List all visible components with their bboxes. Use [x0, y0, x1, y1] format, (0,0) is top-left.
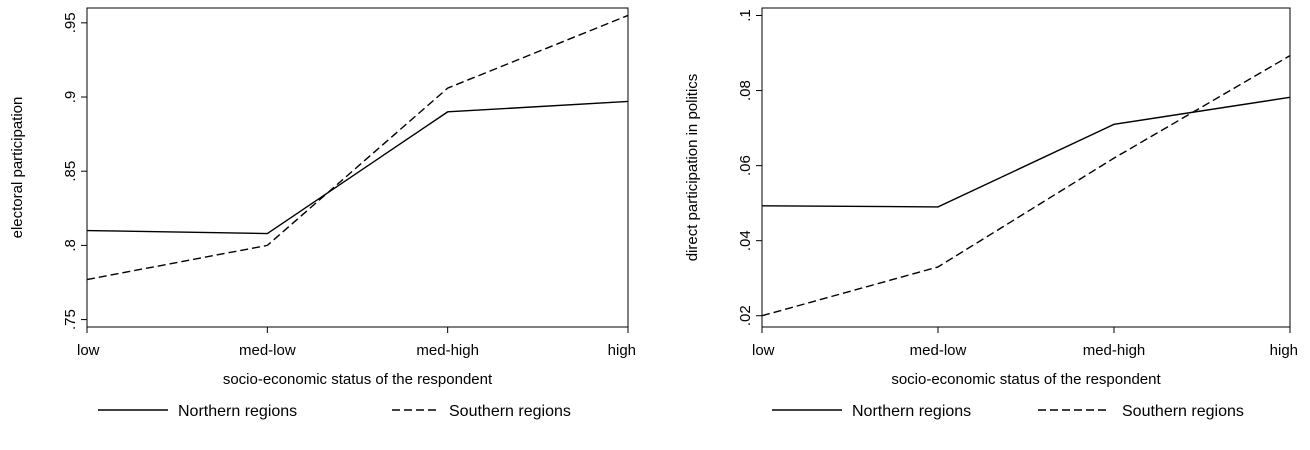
y-tick-label: .08: [737, 80, 754, 101]
x-tick-label: high: [1270, 342, 1298, 359]
y-tick-label: .1: [737, 9, 754, 22]
y-tick-label: .02: [737, 305, 754, 326]
legend-label-northern-regions: Northern regions: [852, 403, 971, 420]
y-tick-label: .9: [62, 91, 79, 104]
x-tick-label: med-high: [1083, 342, 1146, 359]
y-tick-label: .85: [62, 161, 79, 182]
series-line-northern-regions: [761, 96, 1291, 208]
y-axis-title: direct participation in politics: [684, 74, 701, 262]
x-tick-label: med-low: [239, 342, 296, 359]
legend-label-southern-regions: Southern regions: [449, 403, 571, 420]
x-tick-label: med-high: [416, 342, 479, 359]
legend: Northern regions Southern regions: [98, 403, 571, 420]
y-tick-label: .75: [62, 309, 79, 330]
x-tick-label: low: [77, 342, 100, 359]
y-axis-title: electoral participation: [9, 97, 26, 239]
plot-frame: [86, 7, 629, 328]
x-tick-label: high: [608, 342, 636, 359]
series-line-northern-regions: [86, 100, 629, 235]
legend-label-northern-regions: Northern regions: [178, 403, 297, 420]
plot-frame: [761, 7, 1291, 328]
chart-1: .75 .8 .85 .9 .95 low med-low med-high high socio…: [9, 7, 636, 420]
chart-2: .02 .04 .06 .08 .1 low med-low med-high high soci…: [684, 7, 1298, 420]
y-tick-label: .8: [62, 239, 79, 252]
series-line-southern-regions: [86, 14, 629, 281]
x-tick-label: med-low: [910, 342, 967, 359]
x-axis-title: socio-economic status of the respondent: [891, 371, 1161, 388]
x-axis-title: socio-economic status of the respondent: [223, 371, 493, 388]
x-tick-label: low: [752, 342, 775, 359]
legend-label-southern-regions: Southern regions: [1122, 403, 1244, 420]
y-tick-label: .95: [62, 12, 79, 33]
y-tick-label: .04: [737, 230, 754, 251]
legend: Northern regions Southern regions: [772, 403, 1244, 420]
series-line-southern-regions: [761, 55, 1291, 317]
y-tick-label: .06: [737, 155, 754, 176]
